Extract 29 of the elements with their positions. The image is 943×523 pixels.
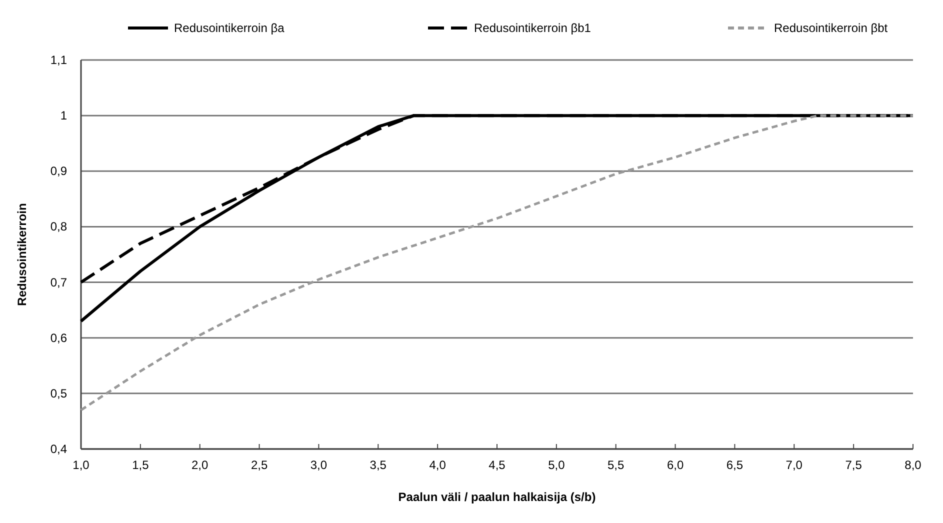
x-tick-label: 1,5 (132, 458, 150, 472)
x-tick-label: 4,5 (488, 458, 506, 472)
y-tick-label: 0,8 (50, 220, 68, 234)
y-tick-label: 0,9 (50, 164, 68, 178)
legend-label: Redusointikerroin βbt (774, 21, 888, 35)
y-axis-title: Redusointikerroin (15, 203, 29, 306)
x-tick-label: 8,0 (904, 458, 922, 472)
x-tick-label: 5,5 (608, 458, 625, 472)
legend-label: Redusointikerroin βb1 (474, 21, 592, 35)
x-tick-label: 3,5 (370, 458, 387, 472)
x-tick-label: 2,5 (250, 458, 268, 472)
x-axis-title: Paalun väli / paalun halkaisija (s/b) (398, 490, 596, 504)
x-tick-label: 3,0 (310, 458, 328, 472)
x-tick-label: 5,0 (548, 458, 566, 472)
line-series (80, 114, 914, 412)
y-tick-label: 1 (60, 108, 68, 123)
x-tick-label: 6,5 (726, 458, 744, 472)
legend-label: Redusointikerroin βa (174, 21, 285, 35)
x-tick-label: 6,0 (666, 458, 684, 472)
y-tick-label: 0,5 (50, 386, 68, 400)
y-tick-label: 0,4 (50, 442, 68, 456)
x-tick-label: 1,0 (72, 458, 90, 472)
x-tick-label: 4,0 (429, 458, 446, 472)
x-tick-label: 7,5 (845, 458, 862, 472)
y-tick-label: 0,7 (50, 275, 68, 290)
x-tick-label: 2,0 (192, 458, 209, 472)
x-tick-label: 7,0 (786, 458, 803, 472)
y-tick-label: 1,1 (50, 53, 68, 67)
y-tick-label: 0,6 (50, 330, 68, 345)
